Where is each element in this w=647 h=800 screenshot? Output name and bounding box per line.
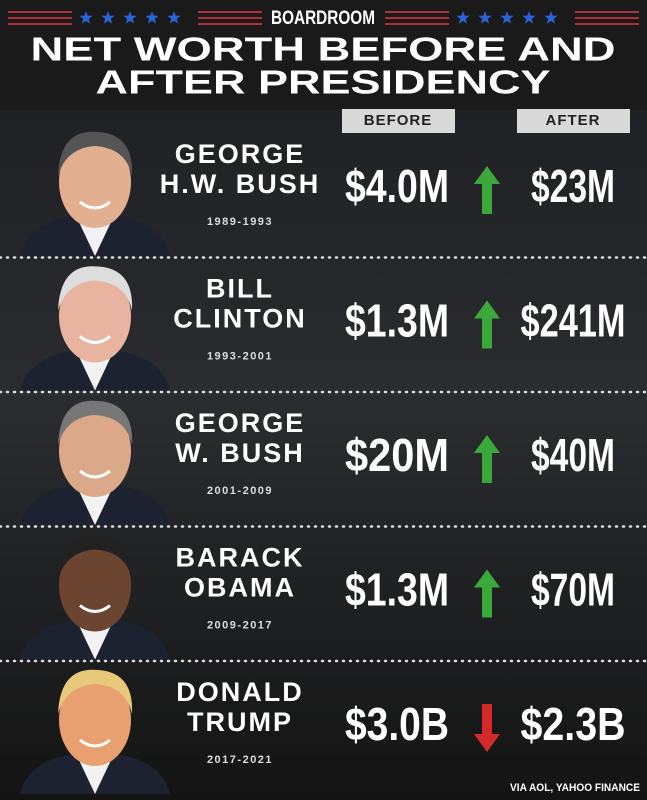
portrait-smile: [79, 738, 111, 748]
star: [79, 11, 93, 24]
portrait-collar: [78, 489, 112, 525]
before-value: $1.3M: [345, 295, 449, 347]
after-value: $40M: [531, 429, 615, 481]
years: 2001-2009: [207, 485, 273, 497]
before-value: $3.0B: [345, 698, 449, 750]
years: 2009-2017: [207, 619, 273, 631]
star: [101, 11, 115, 24]
name-line: OBAMA: [184, 573, 296, 603]
star: [544, 11, 558, 24]
name-line: W. BUSH: [175, 438, 305, 468]
portrait-face: [59, 136, 131, 228]
years: 1993-2001: [207, 350, 273, 362]
years: 1989-1993: [207, 216, 273, 228]
portrait-hair: [58, 400, 133, 445]
portrait-face: [59, 405, 131, 497]
years: 2017-2021: [207, 754, 273, 766]
name-line: GEORGE: [175, 139, 306, 169]
portrait-face: [59, 539, 131, 632]
after-value: $23M: [531, 160, 615, 212]
portrait-smile: [79, 200, 111, 210]
name-line: H.W. BUSH: [160, 169, 321, 199]
column-label: BEFORE: [364, 112, 433, 129]
portrait-collar: [78, 623, 112, 660]
before-value: $4.0M: [345, 160, 449, 212]
column-label: AFTER: [546, 112, 601, 129]
before-value: $1.3M: [345, 564, 449, 616]
arrow-up: [474, 166, 500, 214]
portrait-collar: [78, 758, 112, 794]
after-value: $2.3B: [521, 698, 626, 750]
portrait-hair: [58, 535, 133, 580]
arrow-up: [474, 435, 500, 483]
after-value: $241M: [521, 295, 626, 347]
arrow-up: [474, 300, 500, 349]
star: [167, 11, 181, 24]
title-line: AFTER PRESIDENCY: [96, 64, 551, 101]
star: [456, 11, 470, 24]
name-line: BARACK: [176, 543, 305, 573]
star: [478, 11, 492, 24]
name-line: DONALD: [176, 677, 304, 707]
before-value: $20M: [345, 429, 449, 481]
star: [145, 11, 159, 24]
name-line: GEORGE: [175, 408, 306, 438]
name-line: BILL: [206, 274, 274, 304]
name-line: TRUMP: [187, 707, 293, 737]
header-stars: [79, 11, 558, 24]
after-value: $70M: [531, 564, 615, 616]
column-label-box: [517, 109, 630, 133]
portrait-smile: [79, 604, 111, 613]
star: [500, 11, 514, 24]
column-label-box: [342, 109, 455, 133]
name-line: CLINTON: [173, 304, 307, 334]
header-stripes: [8, 11, 639, 25]
portrait-hair: [58, 266, 133, 311]
portrait-hair: [58, 669, 133, 714]
portrait-face: [59, 674, 131, 766]
source: VIA AOL, YAHOO FINANCE: [510, 782, 640, 794]
portrait-hair: [58, 131, 133, 176]
portrait-smile: [79, 335, 111, 344]
arrow-up: [474, 569, 500, 618]
portrait-face: [59, 270, 131, 363]
brand: BOARDROOM: [271, 8, 375, 29]
portrait-smile: [79, 469, 111, 479]
portrait-collar: [78, 220, 112, 256]
arrow-down: [474, 704, 500, 752]
title-line: NET WORTH BEFORE AND: [31, 31, 616, 68]
portrait-collar: [78, 354, 112, 391]
star: [123, 11, 137, 24]
star: [522, 11, 536, 24]
